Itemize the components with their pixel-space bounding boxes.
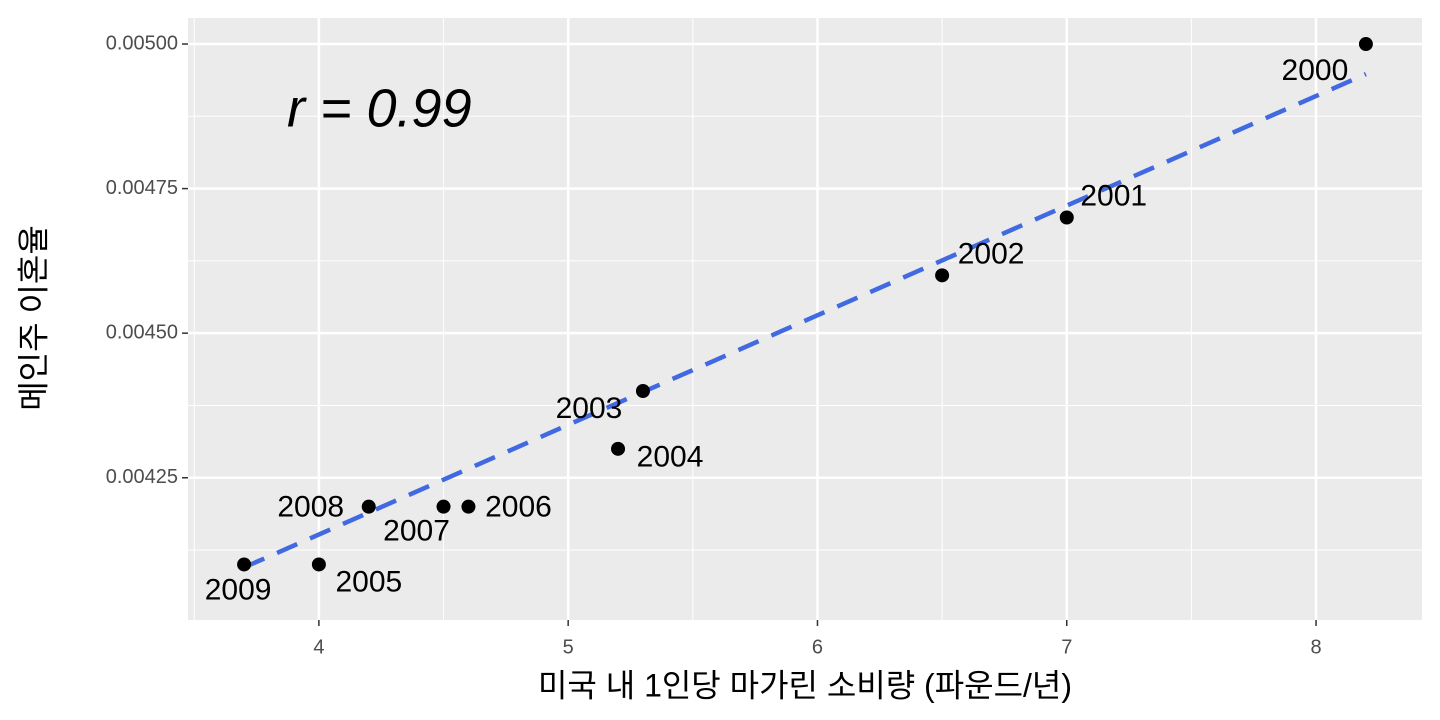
x-tick-label: 5 [563,636,574,658]
point-label: 2004 [637,441,704,474]
point-label: 2009 [205,573,272,606]
point [1358,37,1373,52]
point-label: 2001 [1080,179,1147,212]
y-tick-label: 0.00450 [106,321,178,343]
point [311,557,326,572]
point [361,499,376,514]
x-tick-label: 8 [1310,636,1321,658]
trend-line [243,72,1367,570]
y-axis-title: 메인주 이혼율 [15,225,51,411]
x-tick-label: 4 [313,636,324,658]
y-tick-label: 0.00475 [106,177,178,199]
point [1059,210,1074,225]
point-label: 2008 [277,491,344,524]
x-tick-label: 6 [812,636,823,658]
point-label: 2003 [556,392,623,425]
y-tick-label: 0.00425 [106,466,178,488]
point-label: 2005 [336,565,403,598]
point-label: 2006 [485,491,552,524]
point [436,499,451,514]
point [635,383,650,398]
point [237,557,252,572]
annotation: r = 0.99 [287,78,472,138]
y-tick-label: 0.00500 [106,32,178,54]
point-label: 2002 [958,237,1025,270]
point-label: 2007 [383,515,450,548]
point-label: 2000 [1282,54,1349,87]
point [935,268,950,283]
x-axis-title: 미국 내 1인당 마가린 소비량 (파운드/년) [538,667,1072,703]
point [461,499,476,514]
point [611,441,626,456]
x-tick-label: 7 [1061,636,1072,658]
